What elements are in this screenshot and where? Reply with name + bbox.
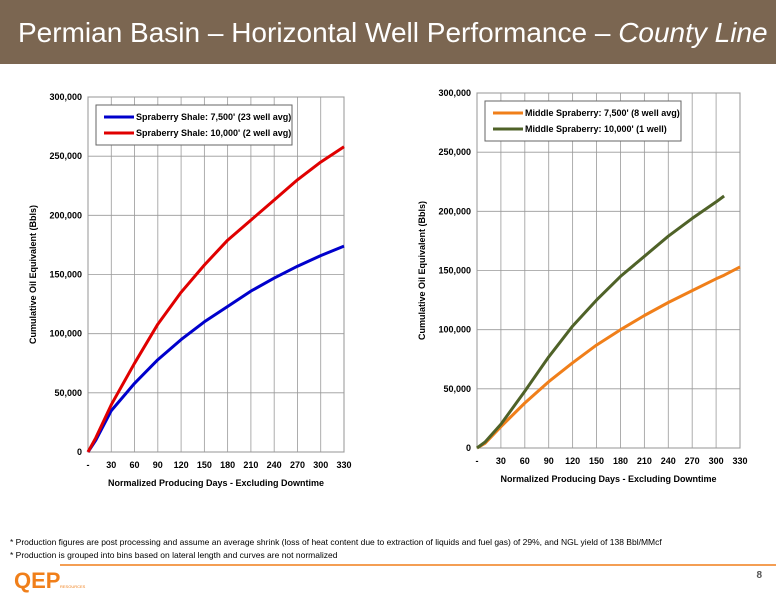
legend-label: Middle Spraberry: 10,000' (1 well) xyxy=(525,124,667,134)
x-tick-label: 150 xyxy=(589,456,604,466)
x-tick-label: 90 xyxy=(153,460,163,470)
logo-name: QEP xyxy=(14,568,60,593)
title-text: Permian Basin – Horizontal Well Performa… xyxy=(18,17,611,48)
x-tick-label: 240 xyxy=(267,460,282,470)
x-tick-label: 30 xyxy=(106,460,116,470)
x-tick-label: - xyxy=(87,460,90,470)
legend-label: Spraberry Shale: 7,500' (23 well avg) xyxy=(136,112,291,122)
x-tick-label: 180 xyxy=(220,460,235,470)
y-tick-label: 50,000 xyxy=(54,388,82,398)
y-tick-label: 100,000 xyxy=(49,329,82,339)
footnote: * Production is grouped into bins based … xyxy=(10,550,338,560)
x-tick-label: 210 xyxy=(243,460,258,470)
y-tick-label: 150,000 xyxy=(49,270,82,280)
title-italic: County Line xyxy=(618,17,767,48)
x-tick-label: 90 xyxy=(544,456,554,466)
x-tick-label: 240 xyxy=(661,456,676,466)
page-number: 8 xyxy=(756,570,762,581)
x-tick-label: 120 xyxy=(174,460,189,470)
title: Permian Basin – Horizontal Well Performa… xyxy=(18,17,768,48)
x-axis-title: Normalized Producing Days - Excluding Do… xyxy=(108,478,324,488)
x-tick-label: 330 xyxy=(336,460,351,470)
data-line xyxy=(86,145,345,453)
y-axis-title: Cumulative Oil Equivalent (Bbls) xyxy=(417,201,427,340)
y-tick-label: 200,000 xyxy=(49,210,82,220)
legend-label: Middle Spraberry: 7,500' (8 well avg) xyxy=(525,108,680,118)
y-tick-label: 250,000 xyxy=(438,147,471,157)
logo-sub: RESOURCES xyxy=(60,584,86,589)
legend-box xyxy=(484,100,682,142)
y-tick-label: 100,000 xyxy=(438,325,471,335)
x-tick-label: 60 xyxy=(520,456,530,466)
x-tick-label: 300 xyxy=(313,460,328,470)
data-line xyxy=(86,244,345,453)
y-tick-label: 300,000 xyxy=(49,92,82,102)
x-tick-label: 300 xyxy=(709,456,724,466)
legend-box xyxy=(95,104,293,146)
data-line xyxy=(476,265,741,450)
x-tick-label: 120 xyxy=(565,456,580,466)
y-tick-label: 300,000 xyxy=(438,88,471,98)
x-tick-label: 330 xyxy=(732,456,747,466)
x-tick-label: 30 xyxy=(496,456,506,466)
x-tick-label: 150 xyxy=(197,460,212,470)
y-tick-label: 50,000 xyxy=(443,384,471,394)
x-tick-label: 210 xyxy=(637,456,652,466)
y-tick-label: 0 xyxy=(77,447,82,457)
x-tick-label: 60 xyxy=(130,460,140,470)
y-tick-label: 250,000 xyxy=(49,151,82,161)
data-line xyxy=(476,194,725,450)
x-tick-label: 270 xyxy=(290,460,305,470)
y-tick-label: 0 xyxy=(466,443,471,453)
y-tick-label: 150,000 xyxy=(438,266,471,276)
x-axis-title: Normalized Producing Days - Excluding Do… xyxy=(500,474,716,484)
legend-label: Spraberry Shale: 10,000' (2 well avg) xyxy=(136,128,291,138)
x-tick-label: 270 xyxy=(685,456,700,466)
x-tick-label: - xyxy=(476,456,479,466)
x-tick-label: 180 xyxy=(613,456,628,466)
title-bar xyxy=(0,0,776,64)
y-tick-label: 200,000 xyxy=(438,206,471,216)
footnote: * Production figures are post processing… xyxy=(10,537,662,547)
y-axis-title: Cumulative Oil Equivalent (Bbls) xyxy=(28,205,38,344)
